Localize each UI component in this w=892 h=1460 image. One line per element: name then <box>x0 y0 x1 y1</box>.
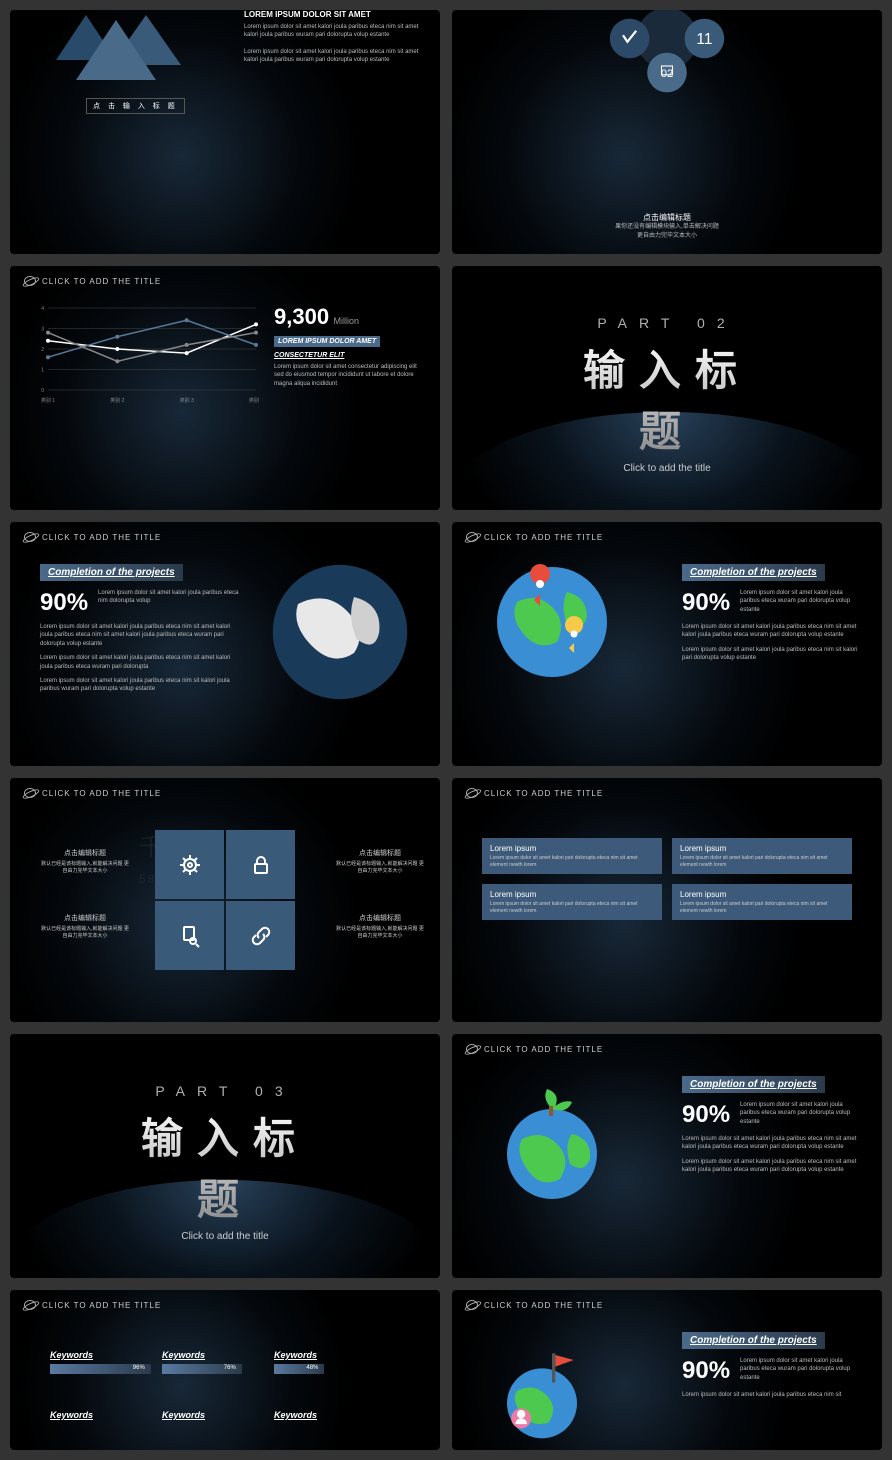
puzzle-grid <box>155 830 295 970</box>
chart-sub2: CONSECTETUR ELIT <box>274 352 424 359</box>
svg-text:2: 2 <box>41 347 44 353</box>
keyword-bar: Keywords <box>162 1410 267 1424</box>
keyword-bar: Keywords96% <box>50 1350 155 1374</box>
planet-icon <box>24 276 36 286</box>
globe-flag-icon <box>492 1345 592 1445</box>
percentage: 90% <box>40 589 88 617</box>
puzzle-doc <box>155 901 224 970</box>
info-box-3: Lorem ipsumLorem ipsum dolor sit amet ka… <box>482 884 662 920</box>
svg-text:3: 3 <box>41 327 44 333</box>
svg-text:类别 2: 类别 2 <box>110 397 124 404</box>
part-label: PART 03 <box>118 1083 333 1099</box>
puzzle-link <box>226 901 295 970</box>
part-sub: Click to add the title <box>560 463 775 474</box>
section-banner: Completion of the projects <box>682 1076 825 1093</box>
circle-diagram: 11 02 <box>557 10 777 110</box>
slide-11: CLICK TO ADD THE TITLE Keywords96%Keywor… <box>10 1290 440 1450</box>
svg-text:类别 1: 类别 1 <box>41 397 55 404</box>
slide-9: PART 03 输入标题 Click to add the title <box>10 1034 440 1278</box>
planet-icon <box>24 1300 36 1310</box>
lock-icon <box>249 853 273 877</box>
triangle-graphic <box>26 10 226 100</box>
info-box-2: Lorem ipsumLorem ipsum dolor sit amet ka… <box>672 838 852 874</box>
planet-icon <box>466 532 478 542</box>
title-button[interactable]: 点 击 输 入 标 题 <box>86 98 185 114</box>
svg-text:类别 3: 类别 3 <box>180 397 194 404</box>
slide-4: PART 02 输入标题 Click to add the title <box>452 266 882 510</box>
part-label: PART 02 <box>560 315 775 331</box>
keyword-bar: Keywords48% <box>274 1350 379 1374</box>
slide-6: CLICK TO ADD THE TITLE Completion of the… <box>452 522 882 766</box>
slide-10: CLICK TO ADD THE TITLE Completion of the… <box>452 1034 882 1278</box>
gear-icon <box>178 853 202 877</box>
chart-sub1: LOREM IPSUM DOLOR AMET <box>274 336 380 347</box>
svg-text:02: 02 <box>661 68 673 80</box>
slide-7: CLICK TO ADD THE TITLE 千库网588ku.com 点击编辑… <box>10 778 440 1022</box>
earth-globe <box>270 562 410 702</box>
part-title: 输入标题 <box>118 1105 333 1227</box>
section-banner: Completion of the projects <box>682 564 825 581</box>
slide1-title: LOREM IPSUM DOLOR SIT AMET <box>244 10 424 19</box>
info-box-1: Lorem ipsumLorem ipsum dolor sit amet ka… <box>482 838 662 874</box>
part-title: 输入标题 <box>560 337 775 459</box>
slide2-sub1: 果你还没有编辑模块输入,单击解决问题 <box>527 223 807 231</box>
slide-12: CLICK TO ADD THE TITLE Completion of the… <box>452 1290 882 1450</box>
planet-icon <box>466 1044 478 1054</box>
slide1-p1: Lorem ipsum dolor sit amet kalori joula … <box>244 23 424 40</box>
keyword-bar: Keywords <box>50 1410 155 1424</box>
link-icon <box>249 924 273 948</box>
puzzle-gear <box>155 830 224 899</box>
svg-text:0: 0 <box>41 388 44 394</box>
slide-2: 11 02 点击编辑标题 果你还没有编辑模块输入,单击解决问题 更自由力完毕文本… <box>452 10 882 254</box>
slide2-sub2: 更自由力完毕文本大小 <box>527 232 807 240</box>
puzzle-lock <box>226 830 295 899</box>
percentage: 90% <box>682 589 730 617</box>
slide1-p2: Lorem ipsum dolor sit amet kalori joula … <box>244 48 424 65</box>
section-banner: Completion of the projects <box>682 1332 825 1349</box>
planet-icon <box>466 788 478 798</box>
keyword-bar: Keywords <box>274 1410 379 1424</box>
svg-text:11: 11 <box>696 31 712 48</box>
keyword-bar: Keywords76% <box>162 1350 267 1374</box>
section-banner: Completion of the projects <box>40 564 183 581</box>
planet-icon <box>466 1300 478 1310</box>
line-chart: 4 3 2 1 0 类别 1 类别 2 类别 3 类别 4 <box>30 304 260 404</box>
slide-5: CLICK TO ADD THE TITLE Completion of the… <box>10 522 440 766</box>
slide-1: 点 击 输 入 标 题 LOREM IPSUM DOLOR SIT AMET L… <box>10 10 440 254</box>
percentage: 90% <box>682 1101 730 1129</box>
part-sub: Click to add the title <box>118 1231 333 1242</box>
svg-text:类别 4: 类别 4 <box>249 397 260 404</box>
slide-3: CLICK TO ADD THE TITLE 4 3 2 1 0 类别 1 类别 2 类别 3… <box>10 266 440 510</box>
slide2-title: 点击编辑标题 <box>527 212 807 223</box>
globe-leaf-icon <box>492 1084 612 1204</box>
planet-icon <box>24 532 36 542</box>
slide-header: CLICK TO ADD THE TITLE <box>24 276 161 286</box>
percentage: 90% <box>682 1357 730 1385</box>
document-search-icon <box>178 924 202 948</box>
planet-icon <box>24 788 36 798</box>
slide-8: CLICK TO ADD THE TITLE Lorem ipsumLorem … <box>452 778 882 1022</box>
chart-value: 9,300 <box>274 304 329 329</box>
svg-text:4: 4 <box>41 306 44 312</box>
info-box-4: Lorem ipsumLorem ipsum dolor sit amet ka… <box>672 884 852 920</box>
globe-pins-icon <box>492 562 612 682</box>
svg-text:1: 1 <box>41 368 44 374</box>
chart-desc: Lorem ipsum dolor sit amet consectetur a… <box>274 363 424 388</box>
